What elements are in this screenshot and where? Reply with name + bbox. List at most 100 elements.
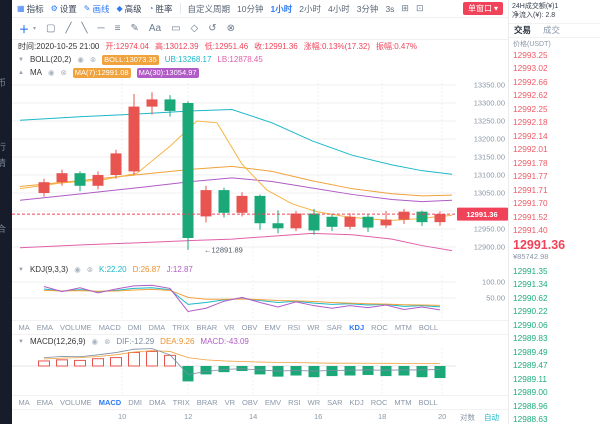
left-nav-item[interactable]: 情 xyxy=(0,158,7,168)
bid-price-row[interactable]: 12989.11 xyxy=(513,373,547,384)
ask-price-row[interactable]: 12992.25 xyxy=(513,103,548,114)
text-tool-icon[interactable]: Aa xyxy=(148,23,162,34)
tab-rsi[interactable]: RSI xyxy=(288,398,301,407)
period-2h[interactable]: 2小时 xyxy=(299,3,321,14)
tab-brar[interactable]: BRAR xyxy=(196,323,218,332)
pencil-icon[interactable]: ✎ xyxy=(130,23,139,34)
period-3s[interactable]: 3s xyxy=(385,3,395,14)
bid-price-row[interactable]: 12989.00 xyxy=(513,387,548,398)
tab-ema[interactable]: EMA xyxy=(36,323,54,332)
fibonacci-icon[interactable]: ≡ xyxy=(114,23,121,34)
bid-price-row[interactable]: 12990.62 xyxy=(513,292,548,303)
tab-trix[interactable]: TRIX xyxy=(172,323,190,332)
channel-icon[interactable]: ╲ xyxy=(81,23,88,34)
tab-rsi[interactable]: RSI xyxy=(287,323,301,332)
ask-price-row[interactable]: 12991.78 xyxy=(513,157,548,168)
tab-wr[interactable]: WR xyxy=(307,398,321,407)
tab-ema[interactable]: EMA xyxy=(36,398,54,407)
bid-price-row[interactable]: 12990.06 xyxy=(513,319,548,330)
bid-price-row[interactable]: 12989.83 xyxy=(513,333,548,344)
bid-price-row[interactable]: 12989.47 xyxy=(513,360,548,371)
cursor-icon[interactable]: ▢ xyxy=(46,23,56,34)
tab-boll[interactable]: BOLL xyxy=(418,398,438,407)
kdj-chart[interactable]: 100.00 50.00 xyxy=(12,276,508,320)
tab-brar[interactable]: BRAR xyxy=(196,398,218,407)
tab-mtm[interactable]: MTM xyxy=(394,398,412,407)
bid-price-row[interactable]: 12988.63 xyxy=(513,414,548,424)
ask-price-row[interactable]: 12992.01 xyxy=(513,144,548,155)
tab-ma[interactable]: MA xyxy=(18,323,30,332)
candlestick-chart[interactable]: 13350.00 13300.00 13250.00 13200.00 13150.00… xyxy=(12,79,508,263)
left-nav-item[interactable]: 合 xyxy=(0,224,7,234)
draw-menu[interactable]: ✎ 画线 xyxy=(83,3,110,14)
ask-price-row[interactable]: 12991.70 xyxy=(513,198,548,209)
tab-macd[interactable]: MACD xyxy=(98,398,122,407)
fullscreen-icon[interactable]: ⊡ xyxy=(415,3,424,13)
period-3m[interactable]: 3分钟 xyxy=(356,3,379,14)
left-nav-item[interactable]: 币 xyxy=(0,78,7,88)
period-1h[interactable]: 1小时 xyxy=(270,3,293,14)
close-icon[interactable]: ⊗ xyxy=(60,68,67,77)
rectangle-icon[interactable]: ▭ xyxy=(171,23,181,34)
tab-volume[interactable]: VOLUME xyxy=(60,398,92,407)
ask-price-row[interactable]: 12992.66 xyxy=(513,76,548,87)
delete-icon[interactable]: ⊗ xyxy=(226,23,236,34)
window-mode-button[interactable]: 单窗口 ▾ xyxy=(462,2,503,15)
collapse-icon[interactable]: ▼ xyxy=(18,266,24,273)
close-icon[interactable]: ⊗ xyxy=(104,337,111,346)
grid-layout-icon[interactable]: ⊞ xyxy=(401,3,409,13)
tab-kdj[interactable]: KDJ xyxy=(349,323,365,332)
auto-scale-button[interactable]: 自动 xyxy=(484,413,499,422)
tab-sar[interactable]: SAR xyxy=(327,398,343,407)
ask-price-row[interactable]: 12992.62 xyxy=(513,90,548,101)
horizontal-line-icon[interactable]: ─ xyxy=(97,23,105,34)
ask-price-row[interactable]: 12992.18 xyxy=(513,117,548,128)
tab-roc[interactable]: ROC xyxy=(370,398,388,407)
tab-mtm[interactable]: MTM xyxy=(394,323,412,332)
eye-icon[interactable]: ◉ xyxy=(74,265,81,274)
ask-price-row[interactable]: 12992.14 xyxy=(513,130,548,141)
bid-price-row[interactable]: 12991.35 xyxy=(513,265,548,276)
bid-price-row[interactable]: 12988.96 xyxy=(513,400,548,411)
tab-vr[interactable]: VR xyxy=(224,323,235,332)
close-icon[interactable]: ⊗ xyxy=(86,265,94,274)
tab-dma[interactable]: DMA xyxy=(148,323,166,332)
advanced-menu[interactable]: ◆ 高级 xyxy=(116,3,142,14)
tab-dmi[interactable]: DMI xyxy=(128,398,142,407)
undo-icon[interactable]: ↺ xyxy=(208,23,217,34)
candlestick-panel[interactable]: 13350.00 13300.00 13250.00 13200.00 13150.00… xyxy=(12,79,508,263)
tab-trix[interactable]: TRIX xyxy=(172,398,190,407)
tab-wr[interactable]: WR xyxy=(307,323,320,332)
collapse-icon[interactable]: ▼ xyxy=(18,56,24,63)
bid-price-row[interactable]: 12990.22 xyxy=(513,306,548,317)
period-4h[interactable]: 4小时 xyxy=(327,3,350,14)
ask-price-row[interactable]: 12993.02 xyxy=(513,63,548,74)
ask-price-row[interactable]: 12991.52 xyxy=(513,211,548,222)
tab-obv[interactable]: OBV xyxy=(241,323,258,332)
eye-icon[interactable]: ◉ xyxy=(77,55,84,64)
tab-emv[interactable]: EMV xyxy=(264,398,282,407)
collapse-icon[interactable]: ▲ xyxy=(18,69,24,76)
macd-chart[interactable] xyxy=(12,348,508,395)
tab-obv[interactable]: OBV xyxy=(241,398,258,407)
collapse-icon[interactable]: ▼ xyxy=(18,338,24,345)
eye-icon[interactable]: ◉ xyxy=(47,68,55,77)
trendline-icon[interactable]: ╱ xyxy=(65,23,72,34)
bid-price-row[interactable]: 12989.49 xyxy=(513,346,548,357)
tab-macd[interactable]: MACD xyxy=(98,323,121,332)
tab-trade[interactable]: 交易 xyxy=(514,25,532,36)
eye-icon[interactable]: ◉ xyxy=(91,337,99,346)
tab-sar[interactable]: SAR xyxy=(326,323,343,332)
custom-period-button[interactable]: 自定义周期 xyxy=(187,3,231,14)
tab-volume[interactable]: VOLUME xyxy=(60,323,92,332)
tab-emv[interactable]: EMV xyxy=(264,323,281,332)
indicators-menu[interactable]: ▦ 指标 xyxy=(17,3,44,14)
bid-price-row[interactable]: 12991.34 xyxy=(513,279,548,290)
crosshair-icon[interactable]: ＋ xyxy=(19,25,29,36)
tab-dma[interactable]: DMA xyxy=(148,398,166,407)
log-scale-button[interactable]: 对数 xyxy=(460,413,475,422)
ask-price-row[interactable]: 12991.71 xyxy=(513,184,548,195)
tab-kdj[interactable]: KDJ xyxy=(349,398,364,407)
last-price-block[interactable]: 12991.36 ¥85742.98 xyxy=(509,237,600,264)
tab-vr[interactable]: VR xyxy=(224,398,235,407)
